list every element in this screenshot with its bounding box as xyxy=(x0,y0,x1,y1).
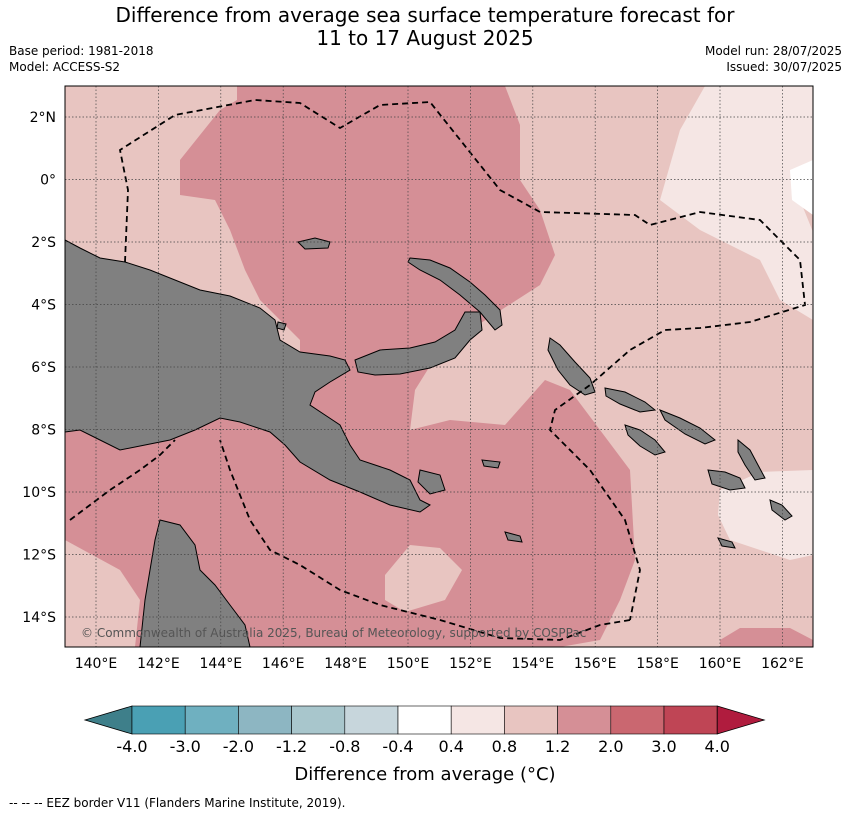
colorbar-segment xyxy=(450,705,505,735)
colorbar-title: Difference from average (°C) xyxy=(294,764,555,785)
land-santa-isabel xyxy=(658,409,716,445)
anomaly-region-medium xyxy=(65,86,635,647)
eez-line-png-north xyxy=(118,99,806,621)
title-line-1: Difference from average sea surface temp… xyxy=(115,3,735,27)
anomaly-region-se-medium xyxy=(720,628,813,647)
land-new-britain xyxy=(354,311,483,376)
lat-tick-label: 14°S xyxy=(22,610,56,626)
land-guadalcanal xyxy=(707,469,746,491)
lat-tick-label: 2°S xyxy=(31,235,56,251)
model-name: Model: ACCESS-S2 xyxy=(9,60,121,74)
lon-tick-label: 140°E xyxy=(75,656,118,672)
meta-left: Base period: 1981-2018 Model: ACCESS-S2 xyxy=(9,43,154,75)
latitude-labels: 2°N 0° 2°S 4°S 6°S 8°S 10°S 12°S 14°S xyxy=(22,110,56,626)
anomaly-region-light-ne xyxy=(660,86,813,320)
lon-tick-label: 144°E xyxy=(200,656,243,672)
lon-tick-label: 142°E xyxy=(137,656,180,672)
colorbar-extend-high xyxy=(716,705,766,735)
land-rossel xyxy=(504,531,523,543)
colorbar-segment xyxy=(557,705,612,735)
colorbar-segment xyxy=(610,705,665,735)
land-new-georgia xyxy=(624,424,666,456)
title-line-2: 11 to 17 August 2025 xyxy=(316,26,534,50)
lon-tick-label: 146°E xyxy=(262,656,305,672)
anomaly-region-sw xyxy=(65,540,140,647)
land-trobriand xyxy=(481,459,501,469)
colorbar-segment xyxy=(344,705,399,735)
map-frame xyxy=(64,85,814,648)
colorbar-segment xyxy=(291,705,346,735)
land-manus xyxy=(297,237,331,250)
map-gridlines xyxy=(65,86,813,647)
colorbar-tick-label: -3.0 xyxy=(170,737,201,756)
colorbar-segment xyxy=(238,705,292,735)
colorbar-tick-label: -0.4 xyxy=(382,737,413,756)
land-australia xyxy=(139,519,251,647)
lon-tick-label: 156°E xyxy=(574,656,617,672)
issued-date: Issued: 30/07/2025 xyxy=(726,60,842,74)
colorbar-segment xyxy=(397,705,452,735)
land-choiseul xyxy=(604,387,657,413)
model-run: Model run: 28/07/2025 xyxy=(704,44,842,58)
lon-tick-label: 160°E xyxy=(699,656,742,672)
copyright-text: © Commonwealth of Australia 2025, Bureau… xyxy=(81,626,586,640)
lat-tick-label: 6°S xyxy=(31,360,56,376)
base-period: Base period: 1981-2018 xyxy=(9,44,154,58)
land-malaita xyxy=(737,438,766,481)
colorbar-tick-label: 3.0 xyxy=(651,737,676,756)
chart-title: Difference from average sea surface temp… xyxy=(0,4,850,50)
land-rennell xyxy=(717,537,736,549)
anomaly-region-light-se xyxy=(718,470,813,560)
eez-line-west xyxy=(69,439,176,521)
lat-tick-label: 10°S xyxy=(22,485,56,501)
colorbar-tick-label: 4.0 xyxy=(704,737,729,756)
colorbar-segment xyxy=(663,705,718,735)
colorbar-tick-label: 0.8 xyxy=(492,737,517,756)
lon-tick-label: 148°E xyxy=(324,656,367,672)
footer-note: -- -- -- EEZ border V11 (Flanders Marine… xyxy=(9,796,346,810)
colorbar-segment xyxy=(184,705,239,735)
anomaly-region-pocket-south xyxy=(385,545,462,612)
colorbar-extend-low xyxy=(83,705,133,735)
colorbar-tick-label: -0.8 xyxy=(329,737,360,756)
lon-tick-label: 150°E xyxy=(387,656,430,672)
anomaly-region-white-ne xyxy=(790,160,813,215)
meta-right: Model run: 28/07/2025 Issued: 30/07/2025 xyxy=(705,43,842,75)
land-karkar xyxy=(276,321,287,331)
colorbar-labels: -4.0 -3.0 -2.0 -1.2 -0.8 -0.4 0.4 0.8 1.2 2.0 3.0 4… xyxy=(116,737,730,756)
colorbar-tick-label: 0.4 xyxy=(438,737,463,756)
lon-tick-label: 162°E xyxy=(761,656,804,672)
colorbar-segment xyxy=(131,705,186,735)
land-new-ireland xyxy=(407,257,503,331)
lat-tick-label: 8°S xyxy=(31,423,56,439)
colorbar-segment xyxy=(504,705,558,735)
colorbar xyxy=(83,705,766,735)
eez-borders xyxy=(69,99,806,641)
lat-tick-label: 12°S xyxy=(22,548,56,564)
colorbar-tick-label: -4.0 xyxy=(116,737,147,756)
land-new-guinea xyxy=(65,239,431,513)
lat-tick-label: 2°N xyxy=(30,110,56,126)
colorbar-tick-label: 2.0 xyxy=(598,737,623,756)
map-area xyxy=(65,86,813,647)
colorbar-tick-label: 1.2 xyxy=(545,737,570,756)
colorbar-tick-label: -2.0 xyxy=(223,737,254,756)
land-bougainville xyxy=(547,337,596,396)
longitude-labels: 140°E 142°E 144°E 146°E 148°E 150°E 152°E 154°E… xyxy=(75,656,804,672)
land-makira xyxy=(769,499,793,521)
lat-tick-label: 4°S xyxy=(31,298,56,314)
lat-tick-label: 0° xyxy=(40,173,56,189)
lon-tick-label: 154°E xyxy=(512,656,555,672)
lon-tick-label: 158°E xyxy=(636,656,679,672)
lon-tick-label: 152°E xyxy=(449,656,492,672)
colorbar-tick-label: -1.2 xyxy=(276,737,307,756)
